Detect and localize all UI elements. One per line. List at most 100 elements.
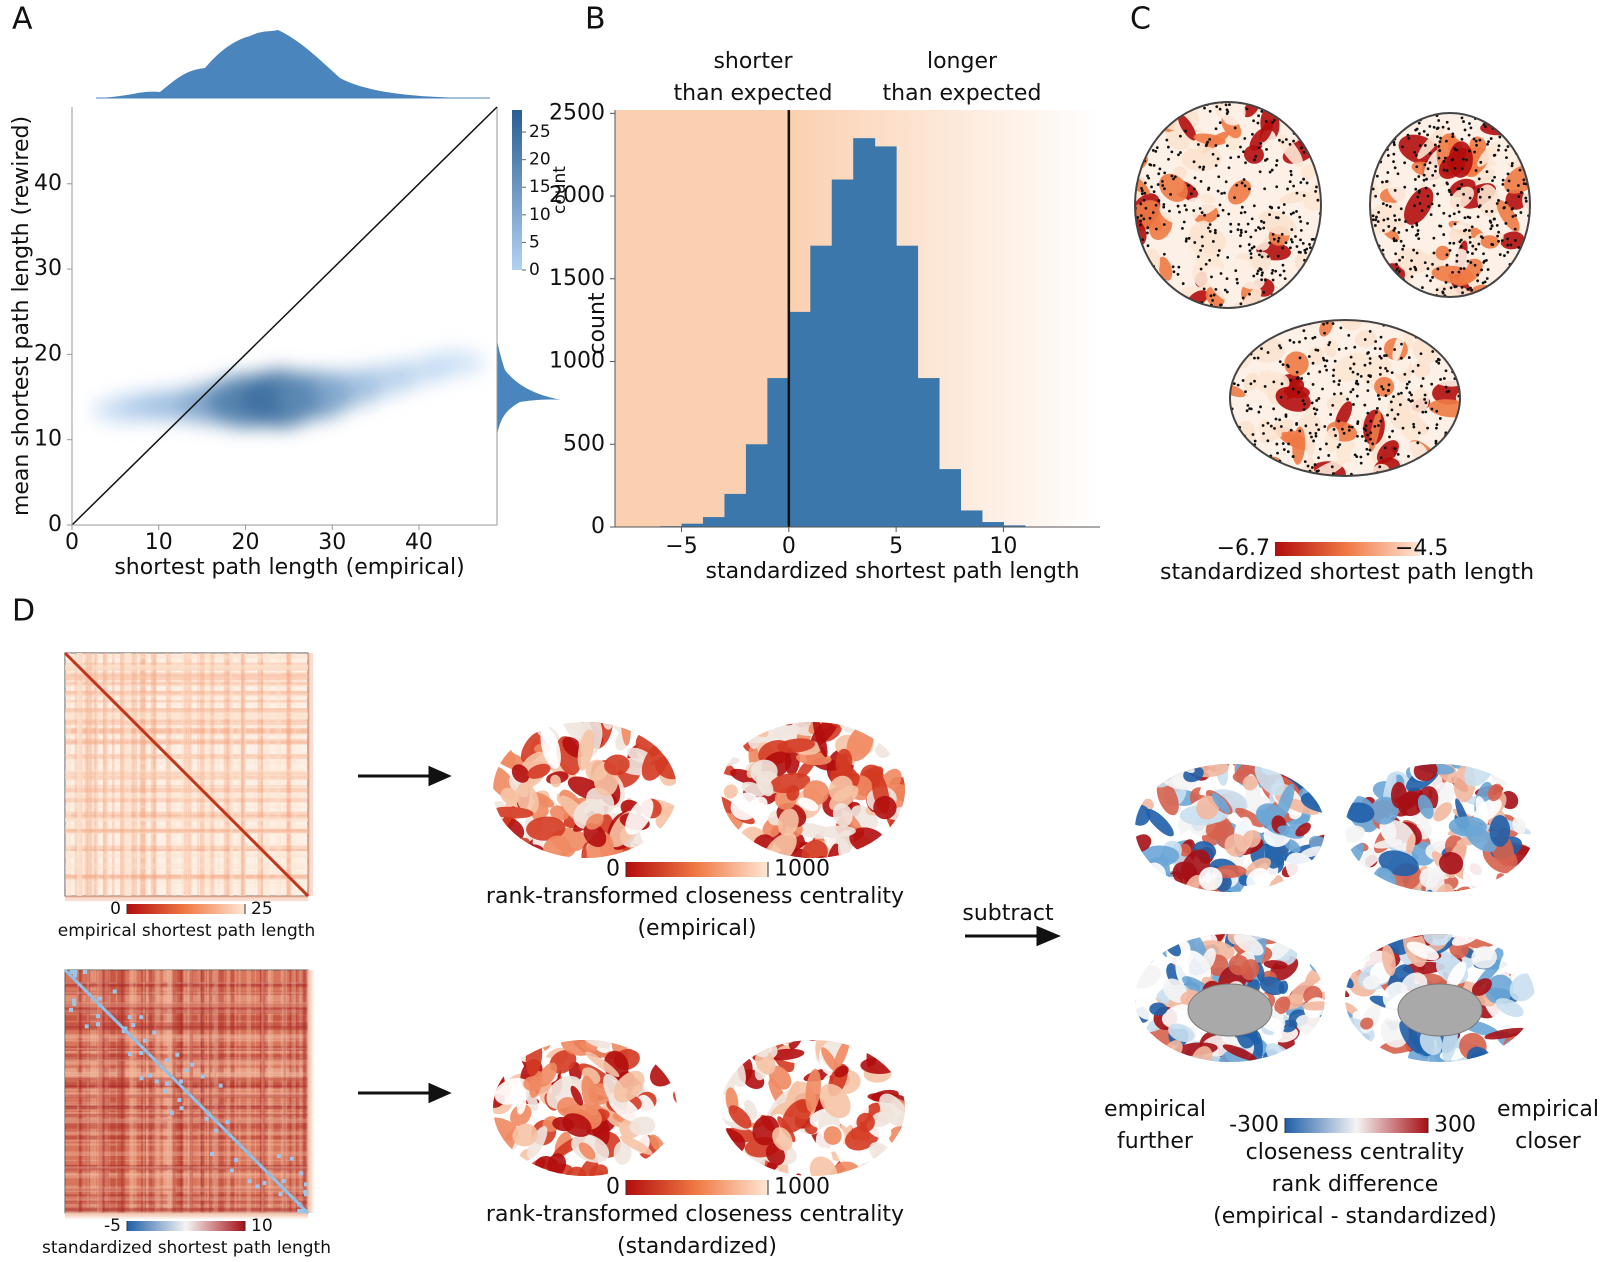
node bbox=[1457, 210, 1461, 214]
brain-patch bbox=[1208, 903, 1229, 923]
node bbox=[1437, 361, 1441, 365]
brain-patch bbox=[1489, 814, 1511, 847]
node bbox=[1422, 178, 1426, 182]
node bbox=[1497, 125, 1501, 129]
colorbar-tick-label: -300 bbox=[1229, 1113, 1279, 1138]
node bbox=[1259, 141, 1263, 145]
node bbox=[1241, 379, 1245, 382]
node bbox=[1421, 410, 1425, 414]
brain-patch bbox=[1168, 1023, 1195, 1043]
matrix-band bbox=[65, 1009, 308, 1014]
node bbox=[1286, 363, 1289, 367]
node bbox=[1315, 142, 1319, 146]
node bbox=[1309, 246, 1312, 250]
brain-patch bbox=[874, 1040, 891, 1057]
matrix-band bbox=[65, 667, 308, 671]
node bbox=[1157, 289, 1161, 293]
node bbox=[1418, 132, 1421, 136]
node bbox=[1478, 204, 1482, 207]
annotation: than expected bbox=[674, 81, 833, 106]
node bbox=[1429, 213, 1433, 217]
brain-patch bbox=[1447, 147, 1467, 168]
node bbox=[1244, 161, 1247, 165]
matrix-cell bbox=[127, 1015, 132, 1020]
node bbox=[1331, 374, 1335, 377]
node bbox=[1435, 426, 1438, 430]
matrix-band bbox=[65, 691, 308, 695]
node bbox=[1472, 137, 1476, 141]
node bbox=[1241, 296, 1245, 300]
brain-patch bbox=[1240, 1075, 1260, 1096]
node bbox=[1288, 104, 1292, 108]
node bbox=[1370, 145, 1373, 149]
node bbox=[1315, 164, 1318, 167]
node bbox=[1229, 222, 1233, 226]
node bbox=[1254, 154, 1258, 158]
node bbox=[1378, 366, 1382, 370]
node bbox=[1426, 133, 1429, 137]
bar bbox=[853, 138, 876, 527]
node bbox=[1150, 185, 1153, 189]
matrix-band bbox=[167, 970, 172, 1213]
matrix-band bbox=[139, 653, 146, 896]
brain-patch bbox=[777, 808, 799, 836]
matrix-band bbox=[65, 824, 308, 831]
node bbox=[1392, 237, 1396, 241]
matrix-band bbox=[65, 1077, 308, 1081]
matrix-cell bbox=[299, 1171, 304, 1176]
node bbox=[1518, 168, 1522, 172]
node bbox=[1478, 138, 1482, 142]
node bbox=[1419, 352, 1423, 356]
brain-patch bbox=[1186, 889, 1212, 892]
matrix-band bbox=[289, 970, 295, 1213]
node bbox=[1369, 375, 1372, 378]
matrix-band bbox=[65, 741, 308, 744]
node bbox=[1366, 380, 1370, 384]
brain-patch bbox=[1172, 888, 1210, 926]
brain-patch bbox=[663, 1147, 677, 1174]
node bbox=[1415, 404, 1419, 408]
brain-patch bbox=[1485, 974, 1514, 1004]
node bbox=[1403, 185, 1407, 189]
node bbox=[1374, 218, 1378, 222]
brain-patch bbox=[1382, 904, 1407, 929]
node bbox=[1301, 241, 1305, 245]
node bbox=[1294, 235, 1297, 238]
node bbox=[1436, 192, 1440, 196]
node bbox=[1199, 267, 1203, 271]
matrix-band bbox=[65, 1167, 308, 1170]
node bbox=[1514, 239, 1517, 242]
node bbox=[1260, 278, 1264, 282]
node bbox=[1307, 355, 1311, 358]
matrix-band bbox=[104, 653, 110, 896]
brain-patch bbox=[1452, 217, 1489, 230]
node bbox=[1485, 210, 1488, 213]
node bbox=[1185, 208, 1188, 212]
matrix-band bbox=[65, 787, 308, 793]
brain-patch bbox=[831, 1141, 868, 1168]
brain-patch bbox=[1417, 126, 1446, 160]
node bbox=[1183, 204, 1187, 207]
node bbox=[1233, 196, 1236, 200]
node bbox=[1239, 145, 1242, 149]
matrix-band bbox=[187, 653, 191, 896]
node bbox=[1196, 255, 1200, 259]
node bbox=[1516, 146, 1520, 150]
matrix-band bbox=[65, 991, 308, 995]
node bbox=[1208, 223, 1212, 226]
node bbox=[1303, 402, 1306, 406]
brain-patch bbox=[1487, 783, 1503, 802]
node bbox=[1152, 163, 1156, 167]
brain-outline bbox=[1229, 319, 1461, 477]
brain-patch bbox=[625, 797, 654, 835]
brain-patch bbox=[1282, 291, 1298, 307]
node bbox=[1378, 397, 1381, 401]
brain-patch bbox=[1504, 764, 1516, 767]
identity-line bbox=[71, 106, 498, 526]
matrix-band bbox=[65, 817, 308, 821]
node bbox=[1200, 211, 1204, 214]
node bbox=[1187, 184, 1190, 187]
node bbox=[1140, 189, 1144, 193]
brain-patch bbox=[669, 1132, 677, 1155]
brain-patch bbox=[527, 1126, 548, 1159]
